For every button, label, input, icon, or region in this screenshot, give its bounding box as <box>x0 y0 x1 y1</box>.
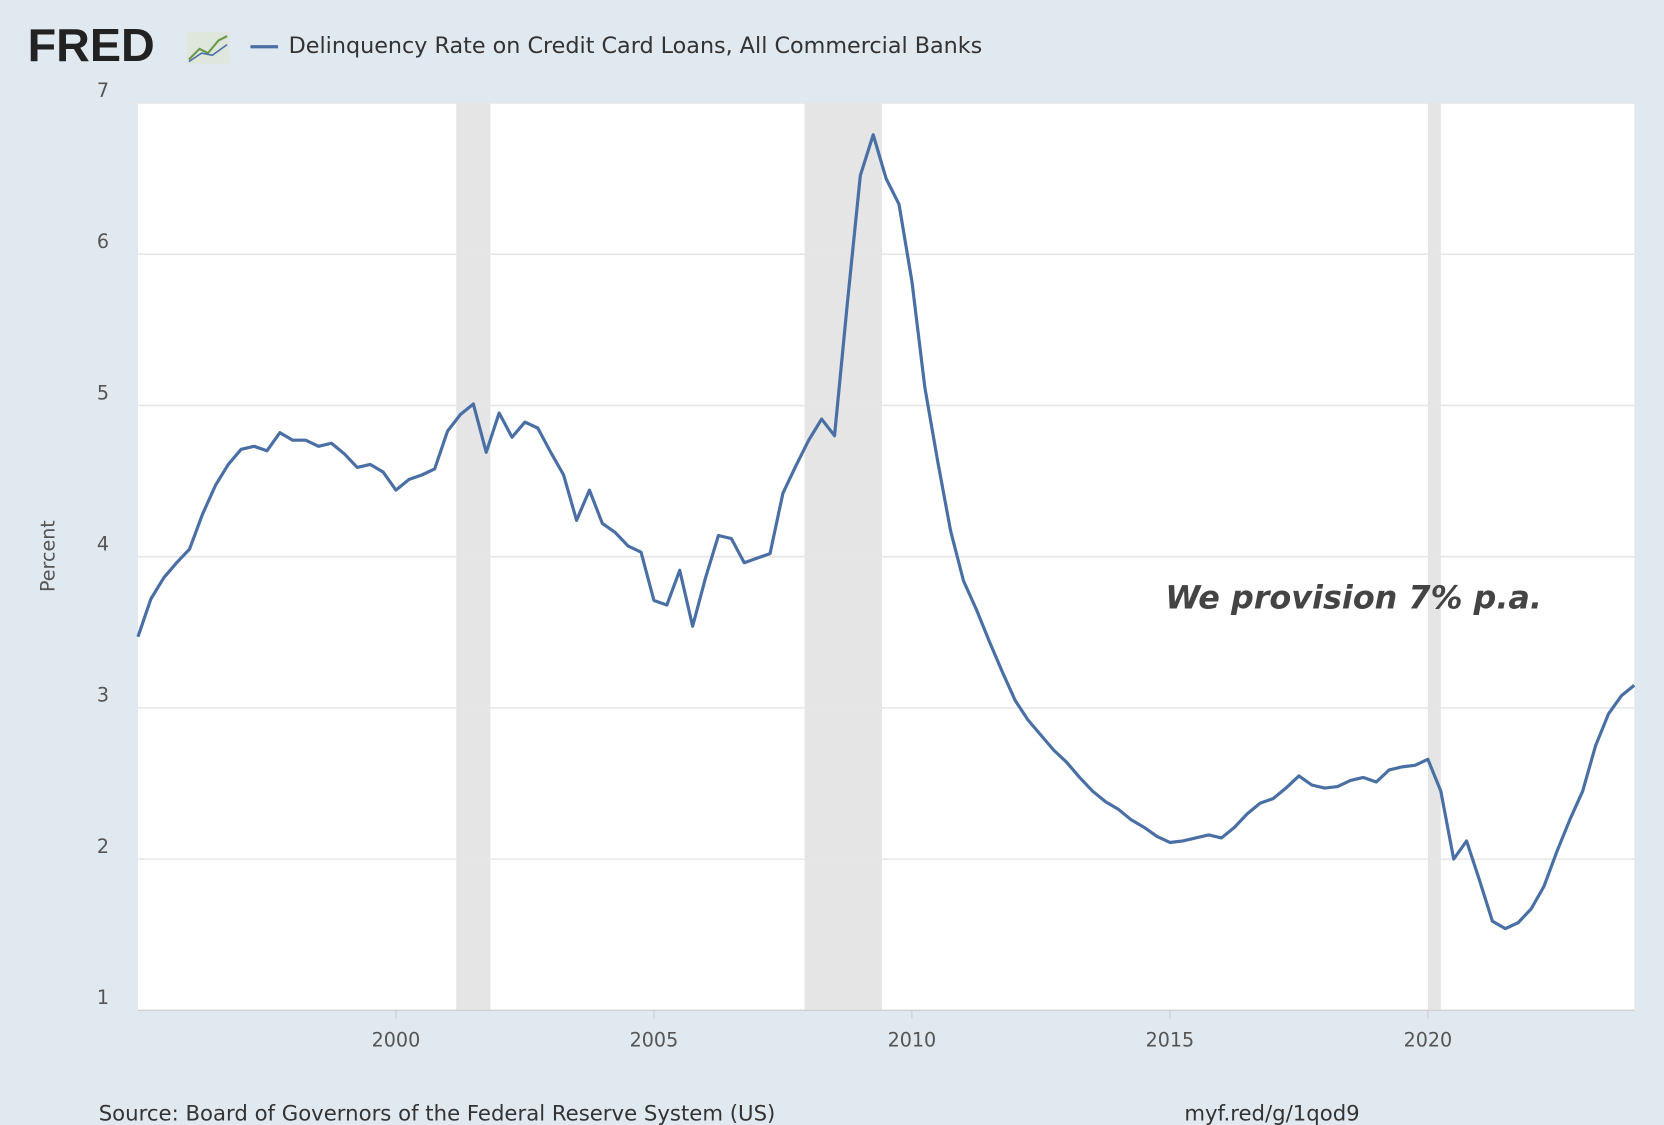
y-tick-label: 6 <box>97 230 109 253</box>
logo: FRED <box>28 19 155 71</box>
logo-icon <box>186 31 230 64</box>
x-tick-label: 2000 <box>372 1029 421 1052</box>
x-tick-label: 2005 <box>630 1029 679 1052</box>
x-tick-label: 2010 <box>888 1029 937 1052</box>
y-tick-label: 3 <box>97 684 109 707</box>
x-tick-label: 2020 <box>1404 1029 1453 1052</box>
y-tick-label: 7 <box>97 79 109 102</box>
y-tick-label: 5 <box>97 381 109 404</box>
annotation: We provision 7% p.a. <box>1165 579 1542 617</box>
y-tick-label: 2 <box>97 835 109 858</box>
y-tick-label: 4 <box>97 532 109 555</box>
y-axis-label: Percent <box>36 520 59 592</box>
x-tick-label: 2015 <box>1146 1029 1195 1052</box>
link: myf.red/g/1qod9 <box>1184 1101 1359 1125</box>
legend-label: Delinquency Rate on Credit Card Loans, A… <box>289 33 983 59</box>
source: Source: Board of Governors of the Federa… <box>99 1101 776 1125</box>
series-line <box>136 133 1636 931</box>
y-tick-label: 1 <box>97 986 109 1009</box>
